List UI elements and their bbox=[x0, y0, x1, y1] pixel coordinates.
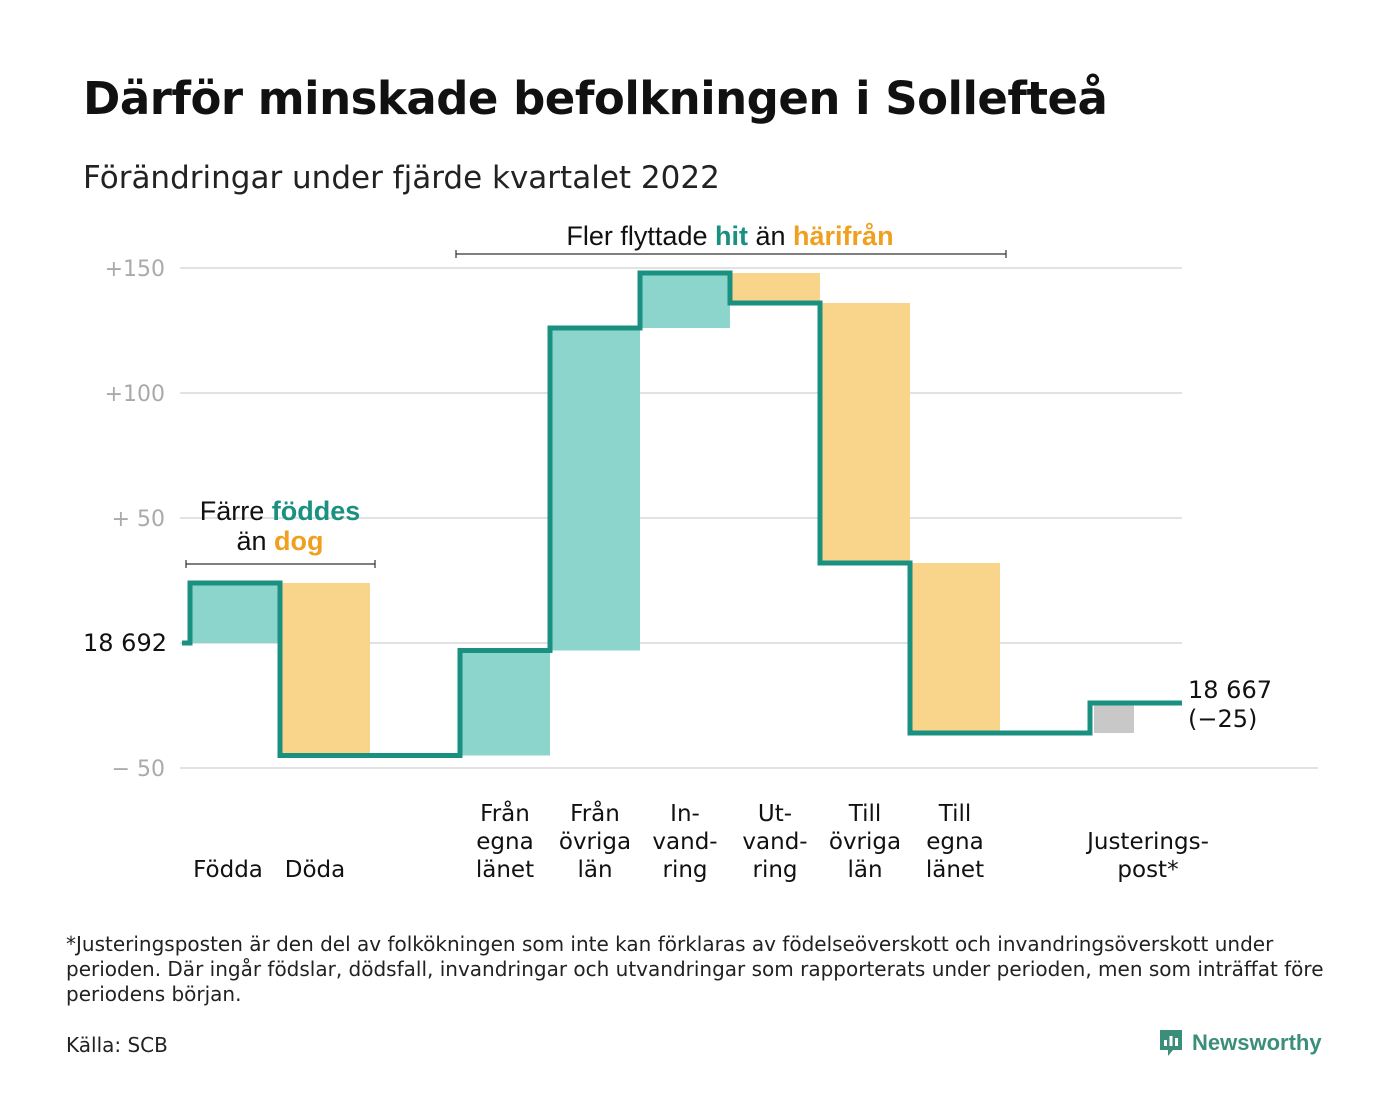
annotation-births-line1: Färre föddes bbox=[200, 496, 361, 526]
category-label: övriga bbox=[559, 829, 631, 855]
y-tick-label: +150 bbox=[105, 257, 165, 282]
start-value-label: 18 692 bbox=[83, 629, 167, 657]
annotation-births-line2: än dog bbox=[236, 526, 323, 556]
category-label: vand- bbox=[652, 829, 717, 855]
category-label: övriga bbox=[829, 829, 901, 855]
category-label: In- bbox=[670, 801, 700, 827]
bar-increase bbox=[190, 583, 280, 643]
category-label: Justerings- bbox=[1085, 829, 1209, 855]
category-label: Till bbox=[938, 801, 972, 827]
category-label: län bbox=[847, 857, 882, 883]
brand-name: Newsworthy bbox=[1192, 1030, 1322, 1055]
brand-logo[interactable]: Newsworthy bbox=[1158, 1028, 1322, 1058]
category-label: län bbox=[577, 857, 612, 883]
net-change-label: (−25) bbox=[1188, 705, 1257, 733]
end-value-label: 18 667 bbox=[1188, 676, 1272, 704]
y-tick-label: + 50 bbox=[112, 507, 165, 532]
category-label: egna bbox=[926, 829, 983, 855]
bar-decrease bbox=[910, 563, 1000, 733]
bar-adjustment bbox=[1094, 703, 1134, 733]
bar-increase bbox=[460, 650, 550, 756]
annotation-migration: Fler flyttade hit än härifrån bbox=[566, 221, 893, 251]
category-label: Till bbox=[848, 801, 882, 827]
bar-decrease bbox=[820, 303, 910, 563]
category-label: Födda bbox=[193, 857, 263, 883]
bar-increase bbox=[640, 273, 730, 328]
bar-decrease bbox=[280, 583, 370, 756]
y-tick-label: − 50 bbox=[112, 757, 165, 782]
source-note: Källa: SCB bbox=[66, 1033, 168, 1057]
chart-title: Därför minskade befolkningen i Sollefteå bbox=[83, 72, 1108, 125]
category-label: Från bbox=[480, 799, 530, 827]
category-label: länet bbox=[926, 857, 984, 883]
category-label: Ut- bbox=[758, 801, 792, 827]
y-tick-label: +100 bbox=[105, 382, 165, 407]
category-label: Döda bbox=[285, 857, 345, 883]
category-label: ring bbox=[662, 857, 707, 883]
category-label: länet bbox=[476, 857, 534, 883]
bar-decrease bbox=[730, 273, 820, 303]
category-label: vand- bbox=[742, 829, 807, 855]
category-label: Från bbox=[570, 799, 620, 827]
bar-increase bbox=[550, 328, 640, 651]
cumulative-step-line bbox=[182, 270, 1182, 758]
category-label: post* bbox=[1117, 857, 1178, 883]
newsworthy-logo-icon bbox=[1160, 1030, 1182, 1056]
footnote: *Justeringsposten är den del av folkökni… bbox=[66, 932, 1324, 1006]
category-label: egna bbox=[476, 829, 533, 855]
category-label: ring bbox=[752, 857, 797, 883]
chart-subtitle: Förändringar under fjärde kvartalet 2022 bbox=[83, 160, 720, 196]
